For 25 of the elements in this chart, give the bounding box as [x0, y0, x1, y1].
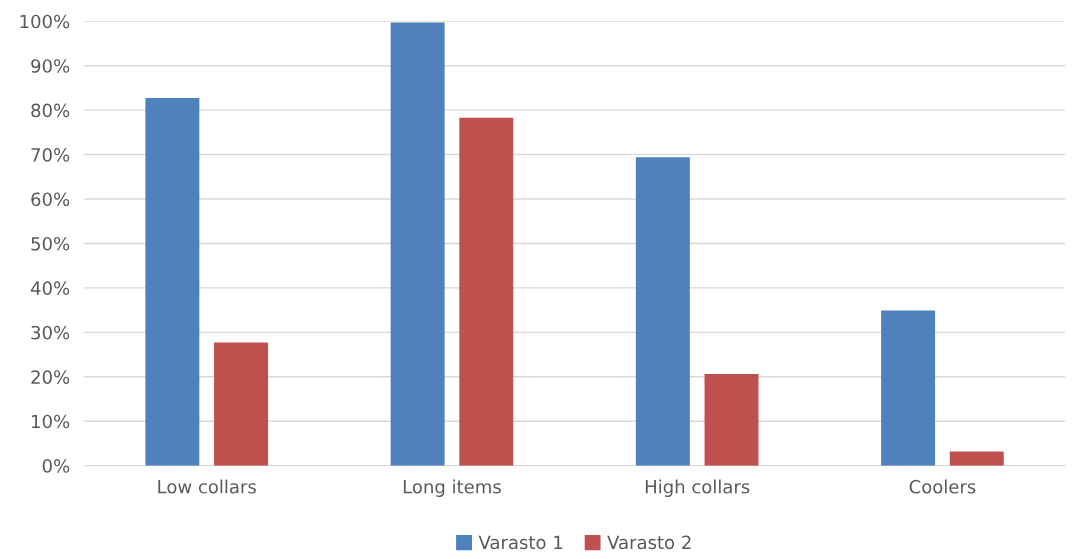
x-tick-label: Long items — [403, 479, 501, 498]
legend-label: Varasto 2 — [607, 535, 691, 550]
y-tick-label: 10% — [32, 414, 70, 429]
x-tick-label: Low collars — [158, 479, 256, 494]
bar — [635, 157, 690, 466]
y-tick-label: 0% — [42, 459, 70, 473]
y-tick-label: 70% — [31, 148, 70, 162]
bar — [881, 310, 936, 466]
y-tick-label: 100% — [20, 14, 70, 29]
bar — [704, 374, 759, 466]
legend-label: Varasto 1 — [478, 535, 563, 550]
y-tick-label: 40% — [30, 281, 70, 295]
y-tick-label: 20% — [31, 370, 70, 384]
bar — [214, 342, 269, 466]
y-tick-label: 30% — [31, 325, 70, 340]
y-tick-label: 80% — [31, 103, 70, 118]
y-tick-label: 90% — [31, 59, 70, 73]
x-tick-label: Coolers — [909, 479, 976, 494]
y-tick-label: 60% — [31, 192, 70, 207]
bar — [459, 117, 514, 466]
bar — [390, 22, 445, 466]
x-tick-label: High collars — [645, 479, 750, 498]
bar — [949, 451, 1004, 466]
bar — [145, 98, 200, 466]
y-tick-label: 50% — [31, 236, 70, 251]
